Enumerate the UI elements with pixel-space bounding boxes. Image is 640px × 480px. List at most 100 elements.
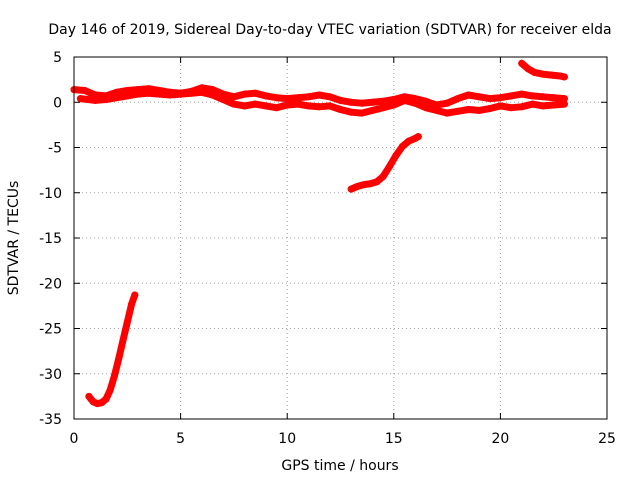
data-point bbox=[315, 91, 323, 99]
data-point bbox=[106, 386, 114, 394]
data-point bbox=[518, 90, 526, 98]
data-point bbox=[507, 92, 515, 100]
data-point bbox=[294, 94, 302, 102]
data-point bbox=[443, 99, 451, 107]
data-point bbox=[128, 300, 136, 308]
data-point bbox=[111, 372, 118, 380]
data-point bbox=[379, 97, 387, 105]
data-point bbox=[398, 143, 406, 151]
data-point bbox=[379, 104, 387, 112]
data-point bbox=[305, 102, 312, 110]
data-point bbox=[369, 106, 376, 114]
data-point bbox=[360, 181, 368, 189]
data-point bbox=[392, 152, 400, 160]
data-point bbox=[166, 91, 174, 99]
data-point bbox=[251, 89, 259, 97]
data-point bbox=[123, 92, 131, 100]
data-point bbox=[524, 65, 532, 73]
data-point bbox=[241, 90, 249, 98]
data-point bbox=[347, 185, 355, 193]
data-point bbox=[230, 93, 238, 101]
data-point bbox=[550, 101, 558, 109]
data-point bbox=[155, 90, 163, 98]
data-point bbox=[102, 395, 110, 403]
data-point bbox=[379, 173, 387, 180]
data-point bbox=[187, 89, 195, 97]
data-point bbox=[81, 87, 89, 94]
data-point bbox=[251, 100, 259, 108]
x-tick-label: 15 bbox=[385, 431, 403, 447]
data-point bbox=[283, 101, 291, 109]
data-point bbox=[386, 163, 393, 170]
data-point bbox=[518, 103, 526, 111]
data-point bbox=[145, 89, 153, 97]
data-point bbox=[358, 109, 366, 117]
y-axis-label: SDTVAR / TECUs bbox=[6, 181, 22, 296]
data-point bbox=[337, 96, 344, 104]
data-point bbox=[539, 102, 547, 110]
y-tick-label: -30 bbox=[39, 367, 62, 383]
data-point bbox=[347, 98, 355, 106]
y-tick-label: -35 bbox=[39, 412, 62, 428]
grid bbox=[74, 57, 607, 419]
y-tick-label: -20 bbox=[39, 276, 62, 292]
data-point bbox=[560, 73, 568, 81]
series-layer bbox=[70, 59, 568, 408]
data-point bbox=[115, 354, 123, 362]
data-point bbox=[539, 70, 547, 78]
data-point bbox=[414, 133, 422, 141]
data-point bbox=[230, 100, 238, 108]
data-point bbox=[326, 102, 334, 110]
x-tick-label: 20 bbox=[491, 431, 509, 447]
data-point bbox=[131, 291, 139, 299]
data-point bbox=[305, 93, 312, 101]
data-point bbox=[76, 95, 84, 103]
data-point bbox=[369, 98, 376, 106]
data-point bbox=[113, 94, 121, 102]
data-point bbox=[354, 182, 362, 190]
data-point bbox=[241, 102, 249, 110]
y-tick-label: -5 bbox=[48, 141, 62, 157]
data-point bbox=[496, 94, 504, 102]
y-tick-label: -10 bbox=[39, 186, 62, 202]
ticks: 0 5 10 15 20 25 5 0 -5 -10 -15 -20 -25 -30 -35 bbox=[39, 50, 616, 447]
data-point bbox=[432, 106, 440, 114]
y-tick-label: 0 bbox=[53, 95, 62, 111]
data-point bbox=[464, 106, 472, 113]
data-point bbox=[262, 102, 270, 110]
data-point bbox=[102, 96, 110, 103]
y-tick-label: -25 bbox=[39, 322, 62, 338]
data-point bbox=[283, 95, 291, 103]
data-point bbox=[528, 92, 536, 100]
data-point bbox=[85, 392, 93, 400]
data-point bbox=[134, 90, 142, 98]
data-point bbox=[294, 100, 302, 108]
data-point bbox=[177, 90, 185, 98]
data-point bbox=[337, 106, 344, 113]
data-point bbox=[366, 180, 374, 188]
data-point bbox=[454, 107, 462, 115]
data-point bbox=[528, 100, 536, 108]
y-tick-label: 5 bbox=[53, 50, 62, 66]
data-point bbox=[443, 109, 451, 117]
data-point bbox=[358, 99, 366, 107]
data-point bbox=[411, 99, 419, 107]
data-point bbox=[123, 318, 131, 326]
data-point bbox=[209, 91, 217, 99]
data-point bbox=[198, 88, 206, 96]
data-point bbox=[560, 95, 568, 103]
data-point bbox=[475, 106, 483, 114]
x-tick-label: 0 bbox=[70, 431, 79, 447]
data-point bbox=[486, 95, 494, 103]
x-tick-label: 25 bbox=[598, 431, 616, 447]
x-axis-label: GPS time / hours bbox=[281, 458, 398, 474]
data-point bbox=[273, 104, 280, 112]
data-point bbox=[390, 101, 398, 109]
x-tick-label: 10 bbox=[278, 431, 296, 447]
data-point bbox=[550, 94, 558, 102]
chart-title: Day 146 of 2019, Sidereal Day-to-day VTE… bbox=[48, 22, 611, 38]
data-point bbox=[496, 102, 504, 110]
data-point bbox=[326, 93, 334, 101]
data-point bbox=[539, 93, 547, 101]
